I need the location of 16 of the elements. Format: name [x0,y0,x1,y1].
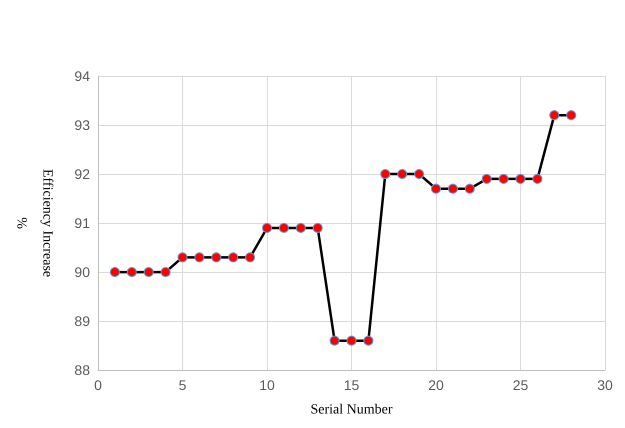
y-tick-label: 93 [74,117,90,134]
y-tick-label: 91 [74,215,90,232]
x-tick-label: 25 [512,377,528,394]
x-tick-label: 30 [597,377,613,394]
x-tick-label: 0 [94,377,102,394]
y-tick-label: 94 [74,68,90,84]
x-tick-label: 10 [259,377,275,394]
x-tick-label: 20 [428,377,444,394]
x-tick-label: 5 [178,377,187,394]
x-axis-title: Serial Number [310,402,393,418]
y-axis-title: Efficiency Increase % [14,168,54,278]
y-tick-label: 89 [74,313,90,330]
x-tick-label: 15 [344,377,360,394]
y-tick-label: 92 [74,166,90,182]
y-tick-label: 90 [74,264,90,280]
y-tick-label: 88 [74,362,90,378]
